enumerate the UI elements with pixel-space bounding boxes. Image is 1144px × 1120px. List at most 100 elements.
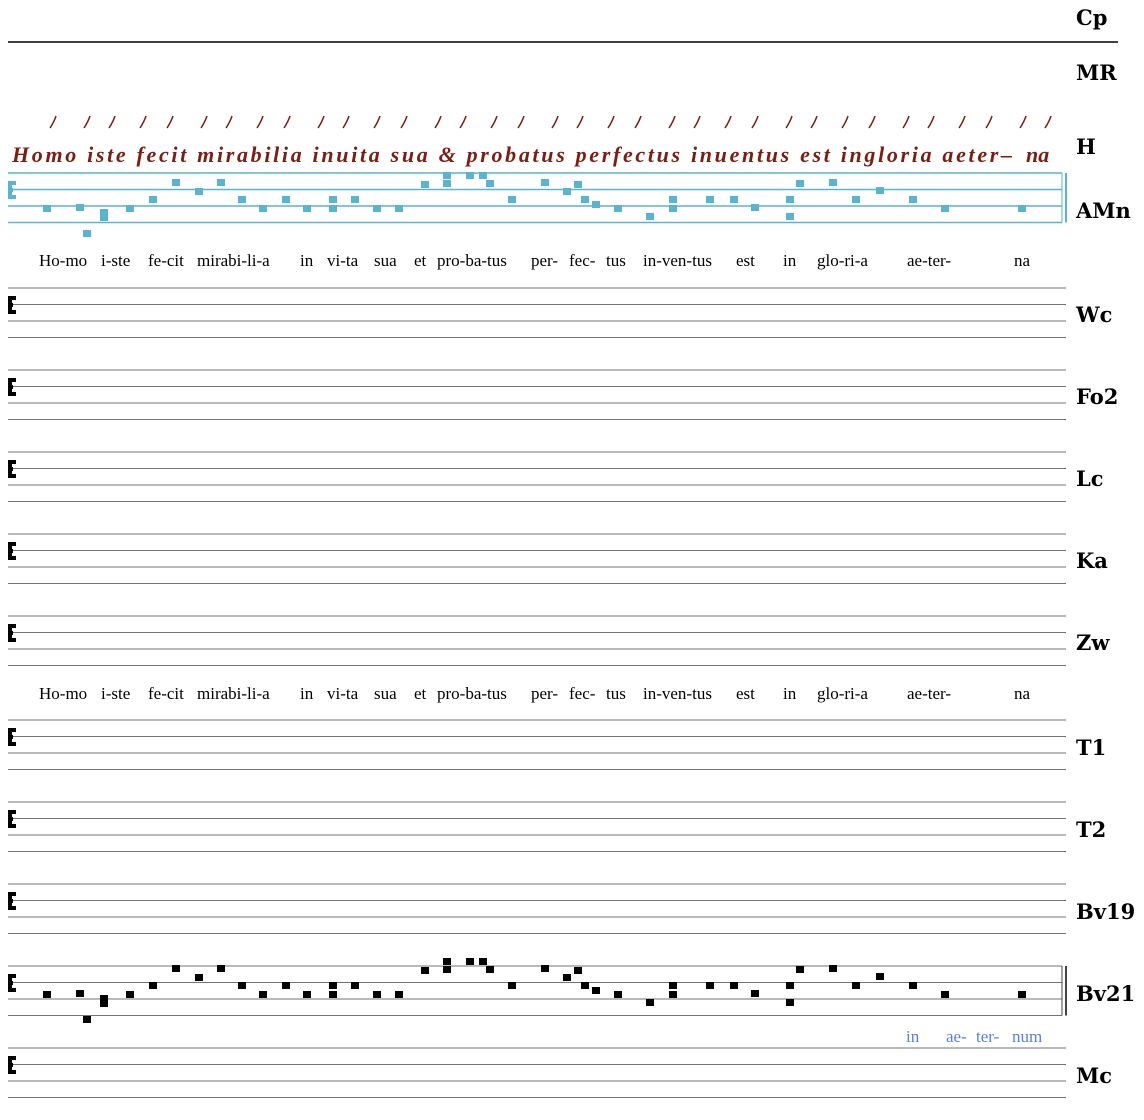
neume xyxy=(541,965,549,972)
lyric: na xyxy=(1014,251,1031,270)
lyric: et xyxy=(414,684,427,703)
neume xyxy=(373,991,381,998)
neume xyxy=(100,214,108,221)
clef xyxy=(8,460,16,478)
neume-sign xyxy=(927,115,935,129)
neume-sign xyxy=(373,115,381,129)
neume xyxy=(443,180,451,187)
lyric: in-ven-tus xyxy=(643,251,712,270)
variant-lyric: ae- xyxy=(946,1027,967,1046)
staff-label: MR xyxy=(1076,60,1117,85)
neume-sign xyxy=(49,115,57,129)
neume-sign xyxy=(200,115,208,129)
neume xyxy=(259,205,267,212)
neume-sign xyxy=(83,115,91,129)
neume xyxy=(786,196,794,203)
lyric: in-ven-tus xyxy=(643,684,712,703)
neume xyxy=(443,958,451,965)
staff-label: Mc xyxy=(1076,1063,1112,1088)
neume-sign xyxy=(434,115,442,129)
lyric: tus xyxy=(606,251,626,270)
neume-sign xyxy=(634,115,642,129)
clef xyxy=(8,810,16,828)
neume xyxy=(238,196,246,203)
neume-sign xyxy=(166,115,174,129)
lyric: in xyxy=(300,251,314,270)
neume xyxy=(614,205,622,212)
neume xyxy=(669,982,677,989)
neume xyxy=(100,209,108,216)
manuscript-last: na xyxy=(1026,142,1049,167)
neume-sign xyxy=(1044,115,1052,129)
neume xyxy=(786,213,794,220)
neume xyxy=(574,181,582,188)
neume xyxy=(195,188,203,195)
neume xyxy=(646,999,654,1006)
neume xyxy=(149,196,157,203)
neume xyxy=(730,196,738,203)
neume-sign xyxy=(785,115,793,129)
neume xyxy=(786,982,794,989)
neume xyxy=(796,180,804,187)
lyric: in xyxy=(300,684,314,703)
neume xyxy=(706,982,714,989)
neume xyxy=(373,205,381,212)
neume xyxy=(421,967,429,974)
neume xyxy=(508,982,516,989)
neume xyxy=(669,991,677,998)
neume-sign xyxy=(551,115,559,129)
neume xyxy=(466,172,474,179)
neume xyxy=(563,188,571,195)
neume-sign xyxy=(342,115,350,129)
neume-sign xyxy=(225,115,233,129)
neume-sign xyxy=(868,115,876,129)
staff-label: Bv21 xyxy=(1076,981,1135,1006)
lyric: mirabi-li-a xyxy=(197,251,270,270)
neume xyxy=(351,196,359,203)
lyric: pro-ba-tus xyxy=(437,684,507,703)
neume xyxy=(329,205,337,212)
lyric: in xyxy=(783,684,797,703)
neume-sign xyxy=(724,115,732,129)
staff-label: AMn xyxy=(1075,198,1131,223)
neume xyxy=(282,196,290,203)
staff-label: Wc xyxy=(1075,302,1112,327)
lyric: Ho-mo xyxy=(39,251,87,270)
lyric: est xyxy=(736,684,755,703)
lyric: glo-ri-a xyxy=(817,251,868,270)
neume xyxy=(876,187,884,194)
neume xyxy=(1018,991,1026,998)
neume xyxy=(592,987,600,994)
lyric: per- xyxy=(531,684,558,703)
neume xyxy=(83,1016,91,1023)
neume xyxy=(217,965,225,972)
neume xyxy=(941,205,949,212)
lyric: tus xyxy=(606,684,626,703)
neume xyxy=(730,982,738,989)
neume xyxy=(172,179,180,186)
neume-sign xyxy=(459,115,467,129)
lyric: in xyxy=(783,251,797,270)
lyric: sua xyxy=(374,251,397,270)
lyric: fec- xyxy=(569,251,596,270)
staff-label: Zw xyxy=(1076,630,1110,655)
clef xyxy=(8,974,16,992)
staff-label: T1 xyxy=(1076,735,1106,760)
neume-sign xyxy=(668,115,676,129)
neume xyxy=(76,990,84,997)
neume-sign xyxy=(841,115,849,129)
lyric: per- xyxy=(531,251,558,270)
lyric: i-ste xyxy=(101,684,130,703)
neume xyxy=(43,205,51,212)
manuscript-text: Homo iste fecit mirabilia inuita sua & p… xyxy=(11,142,1012,167)
neume xyxy=(149,982,157,989)
lyric: et xyxy=(414,251,427,270)
clef xyxy=(8,1056,16,1074)
neume xyxy=(443,966,451,973)
neume xyxy=(706,196,714,203)
lyric: Ho-mo xyxy=(39,684,87,703)
neume xyxy=(126,205,134,212)
neume-sign xyxy=(810,115,818,129)
